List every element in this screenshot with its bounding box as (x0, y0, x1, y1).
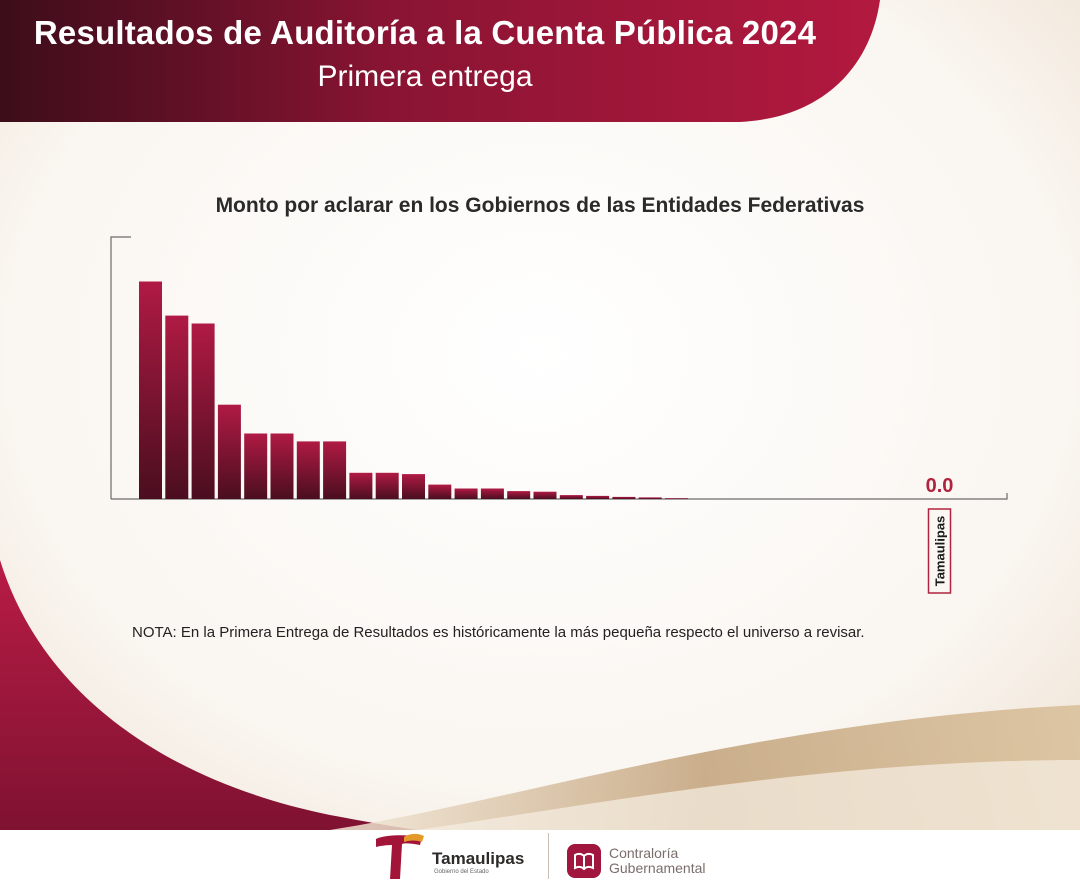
bar (533, 491, 557, 499)
y-axis (110, 236, 131, 499)
contraloria-label-line2: Gubernamental (609, 860, 706, 876)
tamaulipas-t-logo-icon (376, 833, 424, 879)
bar (428, 484, 452, 499)
bar (402, 474, 425, 499)
bar (323, 441, 347, 499)
brand-tagline: Gobierno del Estado (434, 869, 489, 875)
footer-divider (548, 833, 549, 879)
page-title: Resultados de Auditoría a la Cuenta Públ… (33, 14, 817, 51)
footnote: NOTA: En la Primera Entrega de Resultado… (132, 624, 865, 641)
category-highlight-box (927, 508, 952, 594)
page-subtitle: Primera entrega (317, 60, 533, 93)
bar (454, 488, 478, 499)
bar (349, 472, 373, 499)
bar (375, 472, 399, 499)
contraloria-label-line1: Contraloría (609, 845, 679, 861)
footer: Tamaulipas Gobierno del Estado Contralor… (0, 825, 1080, 883)
bar (270, 433, 294, 499)
bar (586, 495, 610, 499)
bar (612, 496, 636, 499)
chart-title: Monto por aclarar en los Gobiernos de la… (215, 194, 865, 217)
bar (217, 404, 241, 499)
bar (139, 281, 162, 499)
bar (165, 315, 189, 499)
bar (665, 498, 688, 499)
tick-label-tamaulipas: Tamaulipas (933, 516, 948, 587)
bar (480, 488, 504, 499)
open-book-icon (567, 844, 601, 878)
bar (191, 323, 215, 499)
bar (638, 497, 662, 499)
bar (296, 441, 320, 499)
data-label-highlight: 0.0 (926, 475, 954, 497)
brand-name: Tamaulipas (432, 849, 525, 868)
bar (244, 433, 268, 499)
bar (507, 491, 531, 499)
bar (559, 495, 583, 499)
